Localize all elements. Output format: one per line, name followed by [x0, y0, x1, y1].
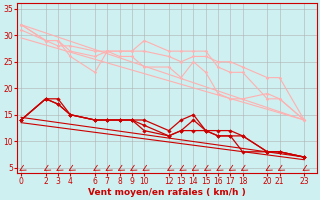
- X-axis label: Vent moyen/en rafales ( km/h ): Vent moyen/en rafales ( km/h ): [88, 188, 246, 197]
